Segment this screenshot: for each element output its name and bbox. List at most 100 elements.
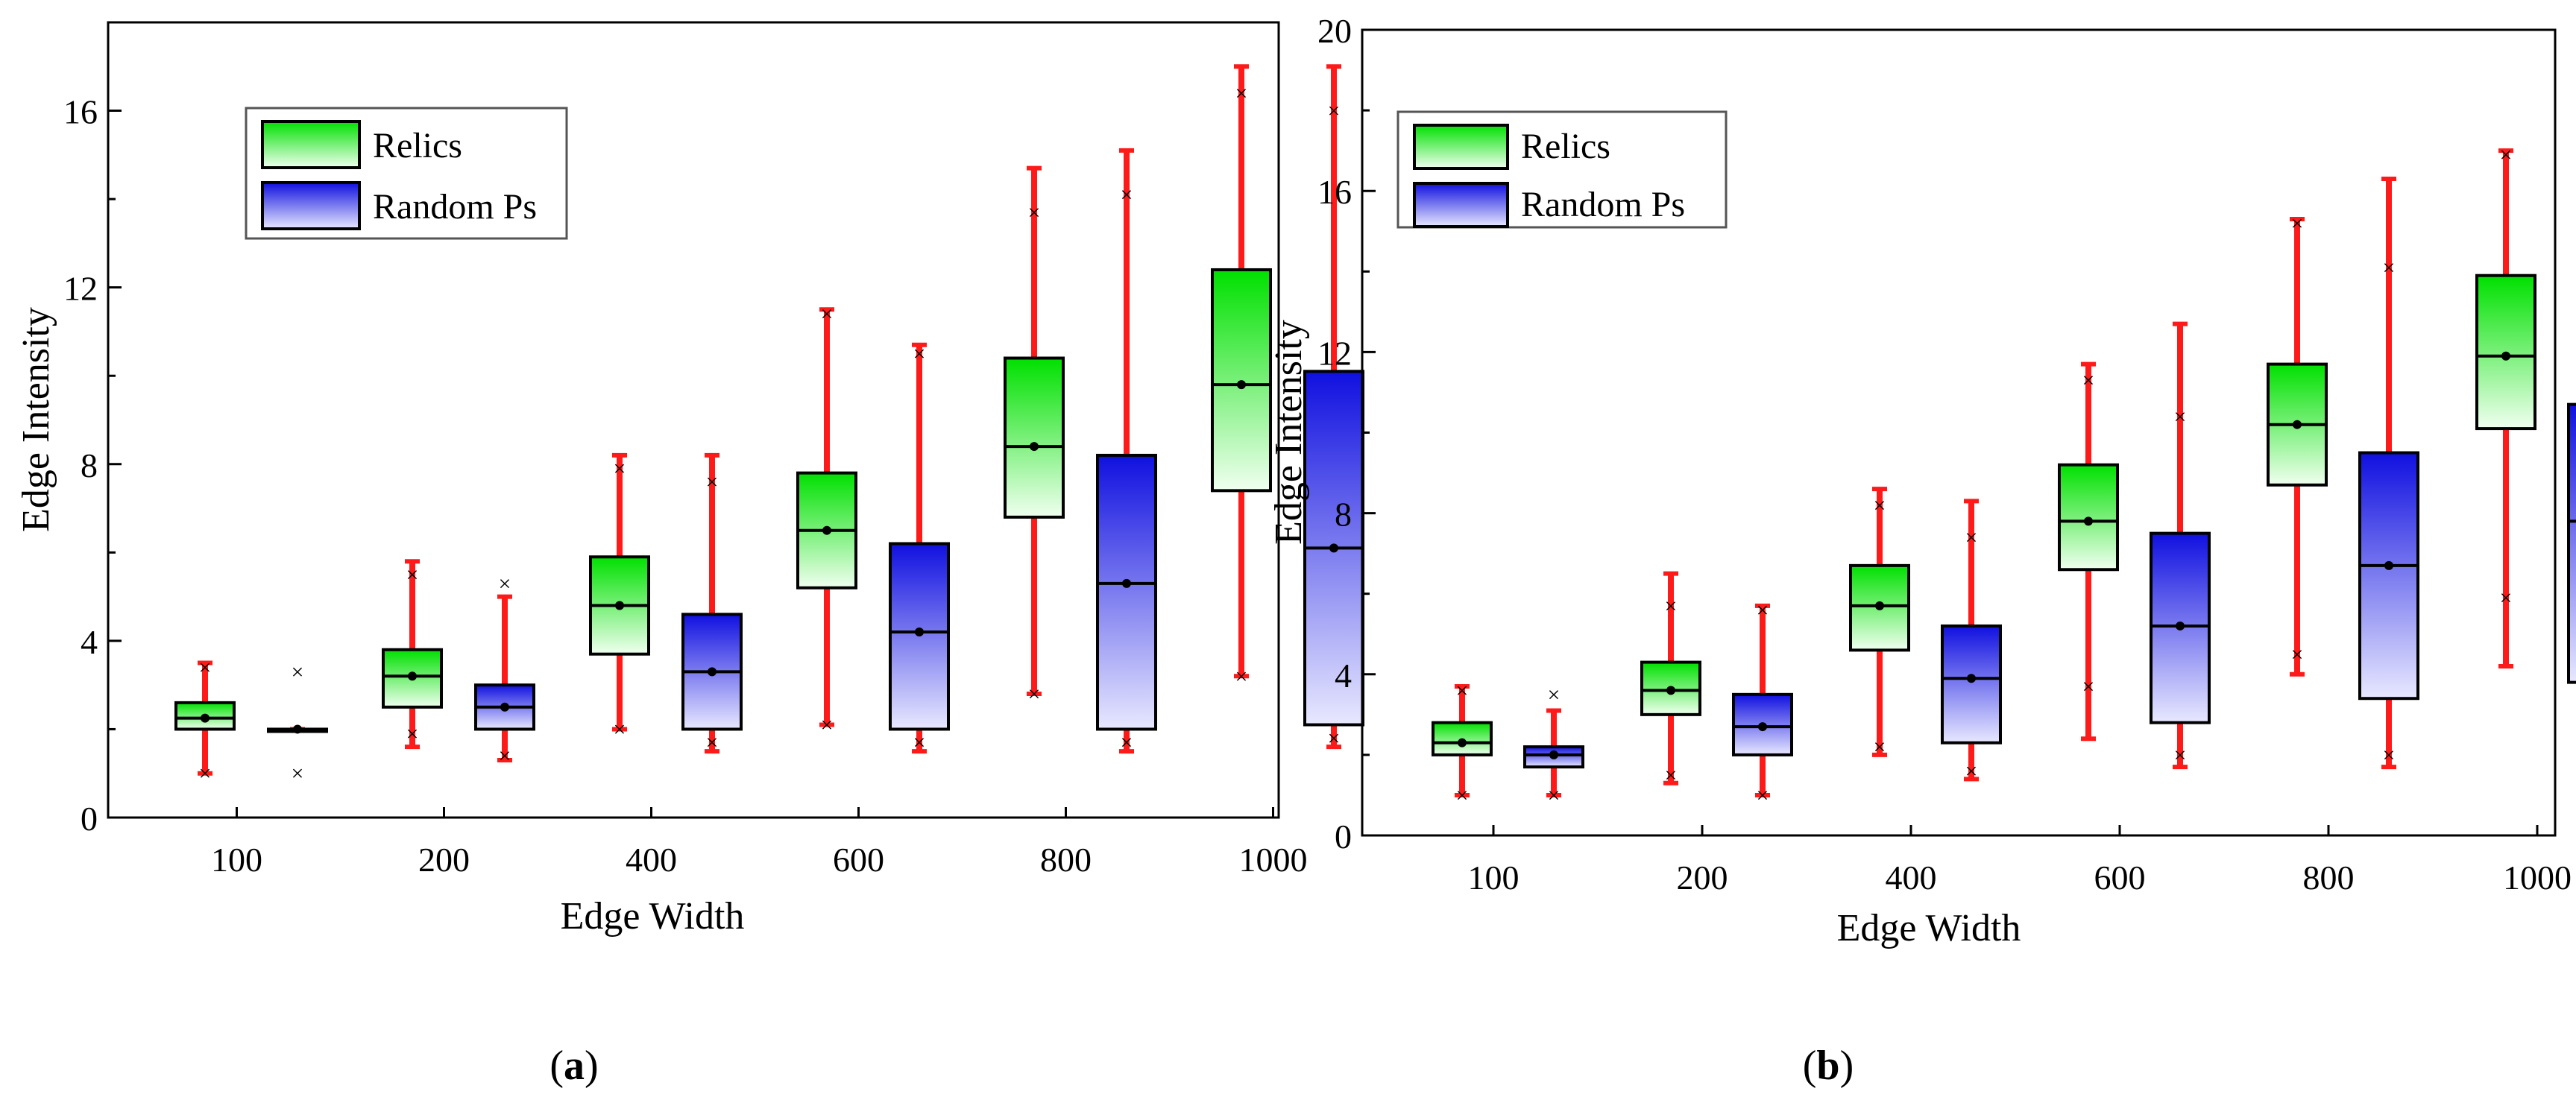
mean-marker [2176, 621, 2185, 630]
box-body [1941, 624, 2002, 745]
outlier-mark: × [2383, 256, 2396, 280]
box-body [2358, 451, 2419, 701]
box-body [1211, 268, 1272, 493]
plot-frame-a [107, 21, 1280, 819]
outlier-mark: × [499, 572, 511, 596]
outlier-mark: × [1757, 598, 1769, 622]
axes-b: 0 4 8 12 16 20 100 200 400 600 800 1000 [1317, 12, 2572, 897]
mean-marker [2384, 560, 2393, 570]
outlier-mark: × [2291, 211, 2304, 236]
y-tick-label: 16 [1317, 173, 1352, 211]
mean-marker [1030, 442, 1039, 452]
outlier-mark: × [1548, 683, 1561, 707]
mean-marker [615, 601, 624, 610]
box-body [1096, 453, 1157, 731]
mean-marker [2501, 351, 2510, 361]
x-tick-label: 800 [1040, 841, 1092, 879]
x-tick-label: 400 [1886, 859, 1937, 897]
box-relics-200: ×× [1640, 571, 1701, 788]
y-axis-label-b: Edge Intensity [1267, 320, 1310, 545]
outlier-mark: × [614, 717, 626, 742]
box-random-ps-200: ×× [474, 572, 535, 768]
box-body [1640, 660, 1701, 716]
box-random-ps-200: ×× [1732, 598, 1793, 808]
box-relics-800: ×× [1004, 165, 1065, 707]
outlier-mark: × [2291, 642, 2304, 667]
box-random-ps-600: ×× [2150, 321, 2211, 770]
box-random-ps-800: ×× [2358, 176, 2419, 770]
outlier-mark: × [406, 563, 419, 587]
box-body [2475, 274, 2536, 431]
outlier-mark: × [1121, 183, 1133, 207]
y-tick-label: 0 [81, 800, 98, 838]
x-tick-label: 400 [626, 841, 677, 879]
box-relics-600: ×× [2058, 361, 2119, 742]
axes-a: 0 4 8 12 16 100 200 400 600 800 1000 [63, 93, 1308, 879]
box-relics-1000: ×× [1211, 64, 1272, 689]
outlier-mark: × [199, 655, 212, 680]
legend-swatch-random-ps [261, 181, 361, 230]
x-tick-label: 200 [418, 841, 470, 879]
outlier-mark: × [1965, 759, 1978, 784]
mean-marker [1329, 543, 1338, 553]
mean-marker [822, 525, 831, 535]
legend-b: Relics Random Ps [1396, 110, 1728, 229]
legend-label-relics: Relics [373, 126, 462, 165]
outlier-mark: × [821, 713, 834, 738]
outlier-mark: × [1456, 783, 1469, 808]
x-tick-label: 100 [211, 841, 262, 879]
box-body [1004, 356, 1065, 519]
mean-marker [915, 628, 924, 637]
y-tick-label: 12 [1317, 334, 1352, 372]
outlier-mark: × [1328, 726, 1341, 750]
outlier-mark: × [2500, 143, 2513, 168]
box-random-ps-800: ×× [1096, 148, 1157, 755]
x-tick-label: 800 [2303, 859, 2355, 897]
panel-label-a-letter: a [564, 1043, 585, 1089]
box-body [2567, 402, 2576, 684]
outlier-mark: × [1757, 783, 1769, 808]
mean-marker [293, 724, 302, 734]
mean-marker [1549, 750, 1558, 759]
mean-marker [2084, 516, 2093, 526]
legend-swatch-random-ps [1413, 182, 1509, 228]
panel-label-b: (b) [1803, 1043, 1854, 1089]
outlier-mark: × [1456, 678, 1469, 703]
outlier-mark: × [406, 721, 419, 746]
outlier-mark: × [1548, 783, 1561, 808]
mean-marker [1237, 380, 1246, 390]
outlier-mark: × [1235, 664, 1248, 689]
box-random-ps-1000: ×× [2567, 402, 2576, 684]
outlier-mark: × [1028, 200, 1041, 225]
outlier-mark: × [199, 762, 212, 786]
outlier-mark: × [292, 660, 304, 684]
y-tick-label: 20 [1317, 12, 1352, 50]
outlier-mark: × [706, 470, 719, 494]
outlier-mark: × [2383, 743, 2396, 768]
box-relics-200: ×× [382, 559, 443, 750]
outlier-mark: × [292, 762, 304, 786]
x-axis-label-a: Edge Width [561, 895, 745, 938]
box-relics-800: ×× [2267, 211, 2328, 677]
x-tick-label: 1000 [2503, 859, 2572, 897]
y-tick-label: 0 [1335, 818, 1352, 856]
box-random-ps-1000: ×× [1303, 64, 1364, 750]
outlier-mark: × [2082, 674, 2095, 699]
box-relics-400: ×× [589, 452, 650, 742]
outlier-mark: × [2082, 368, 2095, 393]
x-axis-label-b: Edge Width [1837, 907, 2021, 949]
legend-label-random-ps: Random Ps [373, 187, 537, 227]
y-axis-label-a: Edge Intensity [15, 307, 57, 532]
mean-marker [1967, 674, 1976, 683]
legend-swatch-relics [261, 120, 361, 169]
legend-swatch-relics [1413, 124, 1509, 170]
box-relics-100: ×× [1432, 678, 1493, 808]
x-tick-label: 600 [2094, 859, 2146, 897]
y-tick-label: 12 [63, 270, 98, 308]
box-random-ps-400: ×× [681, 452, 743, 755]
legend-label-random-ps: Random Ps [1521, 185, 1685, 224]
box-plots-a: ×××××××××××××××××××××××× [174, 64, 1364, 786]
box-relics-600: ×× [796, 302, 857, 738]
